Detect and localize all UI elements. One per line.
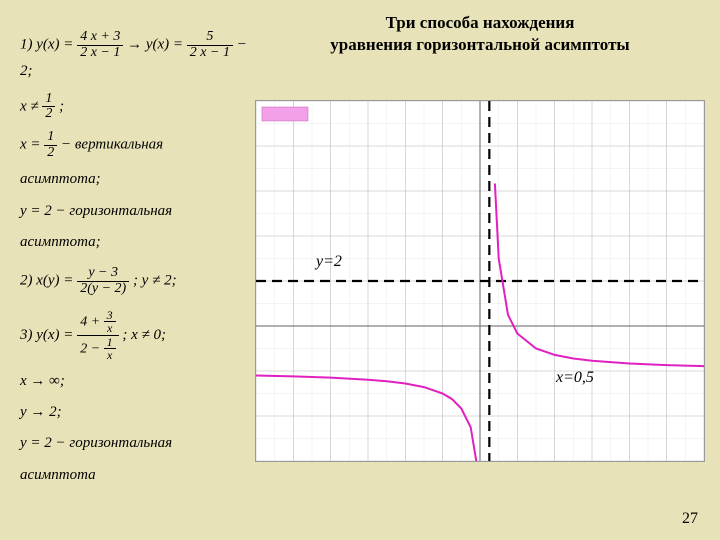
annot-vertical-asymptote: x=0,5 — [556, 369, 594, 387]
chart-svg — [256, 101, 704, 461]
eq7-den: 2(y − 2) — [77, 282, 129, 297]
eq1-frac2: 5 2 x − 1 — [187, 30, 233, 60]
eq3-num: 1 — [44, 130, 57, 146]
eq8-bigfrac-den: 2 − 1x — [77, 336, 118, 362]
eq1-f1-num: 4 x + 3 — [77, 30, 123, 46]
eq1-lhs: 1) y(x) = — [20, 37, 77, 53]
eq-12: асимптота — [20, 464, 250, 487]
eq1-arrow: → y(x) = — [127, 37, 187, 53]
eq3-frac: 1 2 — [44, 130, 57, 160]
eq7-pre: 2) x(y) = — [20, 273, 77, 289]
math-column: 1) y(x) = 4 x + 3 2 x − 1 → y(x) = 5 2 x… — [20, 30, 250, 495]
eq-1: 1) y(x) = 4 x + 3 2 x − 1 → y(x) = 5 2 x… — [20, 30, 250, 84]
title-line-1: Три способа нахождения — [386, 13, 575, 32]
eq8-top-pre: 4 + — [80, 314, 103, 329]
eq-3: x = 1 2 − вертикальная — [20, 130, 250, 160]
eq8-bigfrac: 4 + 3x 2 − 1x — [77, 309, 118, 362]
eq-9: x → ∞; — [20, 370, 250, 393]
eq7-frac: y − 3 2(y − 2) — [77, 266, 129, 296]
eq-5: y = 2 − горизонтальная — [20, 200, 250, 223]
eq-10: y → 2; — [20, 401, 250, 424]
eq2-pre: x ≠ — [20, 98, 42, 114]
eq1-f2-num: 5 — [187, 30, 233, 46]
eq1-f1-den: 2 x − 1 — [77, 46, 123, 61]
eq8-pre: 3) y(x) = — [20, 327, 77, 343]
page-title: Три способа нахождения уравнения горизон… — [260, 12, 700, 56]
annot-horizontal-asymptote: y=2 — [316, 253, 342, 271]
title-line-2: уравнения горизонтальной асимптоты — [330, 35, 629, 54]
eq7-tail: ; y ≠ 2; — [133, 273, 177, 289]
eq3-pre: x = — [20, 137, 44, 153]
eq8-bigfrac-num: 4 + 3x — [77, 309, 118, 336]
eq-11: y = 2 − горизонтальная — [20, 432, 250, 455]
eq2-num: 1 — [42, 92, 55, 108]
eq8-top-num: 3 — [104, 309, 116, 323]
eq-2: x ≠ 1 2 ; — [20, 92, 250, 122]
eq1-frac1: 4 x + 3 2 x − 1 — [77, 30, 123, 60]
eq-8: 3) y(x) = 4 + 3x 2 − 1x ; x ≠ 0; — [20, 309, 250, 362]
eq3-den: 2 — [44, 146, 57, 161]
eq-4: асимптота; — [20, 168, 250, 191]
page-number: 27 — [682, 510, 698, 528]
eq2-tail: ; — [59, 98, 64, 114]
eq3-tail: − вертикальная — [61, 137, 163, 153]
eq-7: 2) x(y) = y − 3 2(y − 2) ; y ≠ 2; — [20, 266, 250, 296]
eq8-top-den: x — [104, 322, 116, 335]
eq8-bot-pre: 2 − — [80, 341, 103, 356]
eq8-tail: ; x ≠ 0; — [122, 327, 166, 343]
chart-panel: y=2 x=0,5 — [255, 100, 705, 462]
eq8-bot-den: x — [104, 349, 116, 362]
eq2-den: 2 — [42, 107, 55, 122]
eq1-f2-den: 2 x − 1 — [187, 46, 233, 61]
eq7-num: y − 3 — [77, 266, 129, 282]
eq2-frac: 1 2 — [42, 92, 55, 122]
eq-6: асимптота; — [20, 231, 250, 254]
eq8-bot-num: 1 — [104, 336, 116, 350]
